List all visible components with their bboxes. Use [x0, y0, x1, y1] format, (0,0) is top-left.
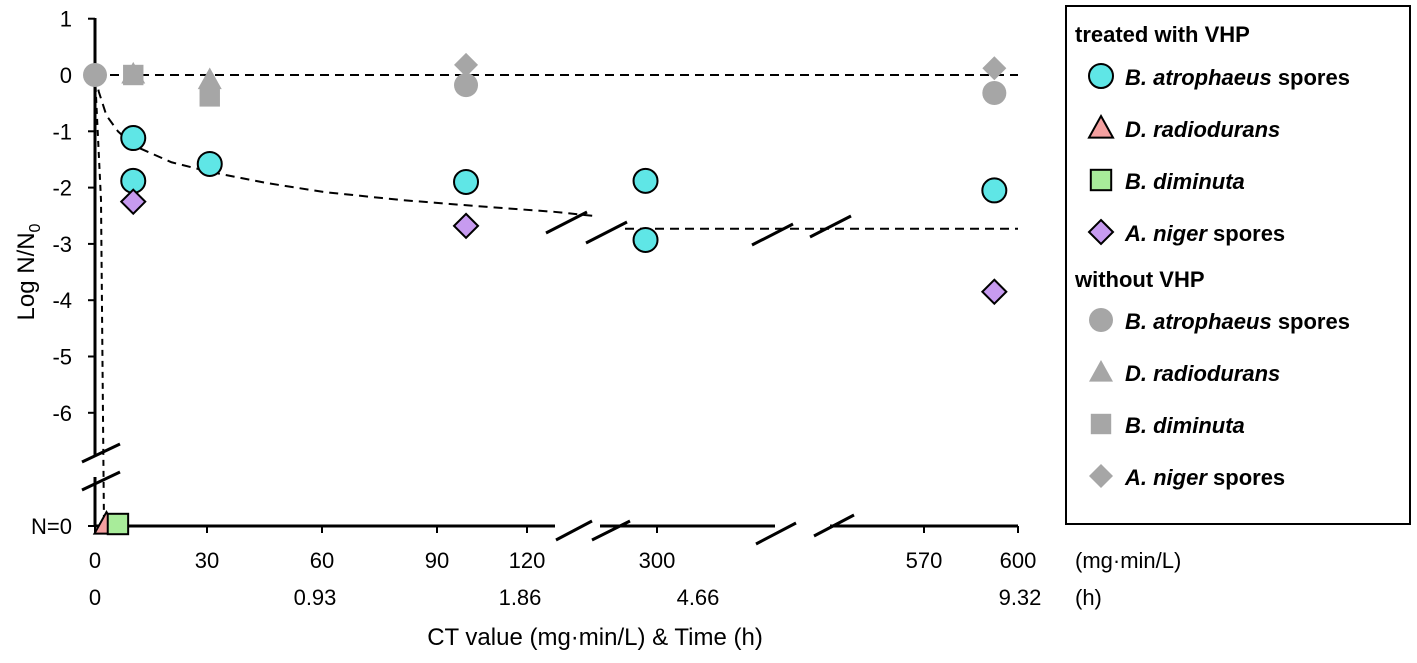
x-axis-break-mark	[591, 519, 631, 542]
data-point-diamond	[980, 278, 1008, 306]
data-point-circle	[632, 226, 659, 253]
y-axis-title-subscript: 0	[27, 223, 44, 232]
y-tick-label: -6	[52, 401, 72, 426]
x-tick-label-ct: 600	[1000, 548, 1037, 573]
x-axis-break-mark	[809, 214, 852, 239]
axes	[93, 18, 1018, 528]
y-axis-break-mark	[81, 470, 121, 492]
x-tick-label-ct: 90	[425, 548, 449, 573]
x-tick-label-time: 1.86	[499, 585, 542, 610]
x-axis-break-mark	[751, 222, 794, 247]
y-tick-label-n0: N=0	[31, 514, 72, 539]
x-axis-title: CT value (mg·min/L) & Time (h)	[427, 624, 763, 651]
legend-label: B. diminuta	[1125, 413, 1245, 438]
legend-marker-diamond	[1089, 464, 1113, 488]
legend-marker-diamond	[1087, 218, 1115, 246]
x-tick-label-time: 0.93	[294, 585, 337, 610]
trend-line-drop	[94, 74, 105, 527]
legend-marker-square	[1089, 168, 1113, 192]
y-axis-title: Log N/N0	[13, 223, 44, 320]
y-axis-title-main: Log N/N	[13, 232, 40, 320]
axis-breaks	[81, 210, 855, 546]
legend-label-species: B. atrophaeus	[1125, 309, 1272, 334]
data-point-diamond	[119, 188, 147, 216]
legend-marker-square	[1090, 413, 1112, 435]
data-point-circle	[196, 150, 223, 177]
data-point-diamond	[982, 56, 1007, 81]
data-point-square	[123, 64, 144, 86]
x-tick-label-ct: 30	[195, 548, 219, 573]
x-tick-label-ct: 300	[639, 548, 676, 573]
x-tick-label-time: 9.32	[999, 585, 1042, 610]
legend-marker-circle	[1088, 63, 1114, 89]
legend-label: B. atrophaeus spores	[1125, 65, 1350, 90]
legend-marker-triangle	[1087, 113, 1115, 139]
data-point-square	[199, 86, 220, 107]
legend-label: B. diminuta	[1125, 169, 1245, 194]
legend-label-species: B. diminuta	[1125, 169, 1245, 194]
trend-lines	[94, 74, 1018, 527]
legend-label-suffix: spores	[1207, 221, 1285, 246]
x-tick-label-ct: 570	[906, 548, 943, 573]
data-point-circle	[982, 81, 1007, 106]
legend-label-species: D. radiodurans	[1125, 361, 1280, 386]
legend-label-species: B. diminuta	[1125, 413, 1245, 438]
legend-label: A. niger spores	[1124, 221, 1285, 246]
legend-box	[1065, 5, 1411, 525]
legend-label: D. radiodurans	[1125, 117, 1280, 142]
x-axis-break-mark	[585, 220, 628, 245]
x-tick-label-time: 0	[89, 585, 101, 610]
data-point-square	[106, 512, 130, 536]
x-tick-label-ct: 0	[89, 548, 101, 573]
legend-group-treated: treated with VHP	[1075, 22, 1250, 47]
legend-label: B. atrophaeus spores	[1125, 309, 1350, 334]
legend-label: D. radiodurans	[1125, 361, 1280, 386]
x-axis-break-mark	[545, 210, 588, 235]
legend-label-species: D. radiodurans	[1125, 117, 1280, 142]
legend-marker-triangle	[1089, 360, 1113, 382]
y-tick-label: -4	[52, 288, 72, 313]
tick-marks	[88, 17, 1019, 533]
legend-label: A. niger spores	[1124, 465, 1285, 490]
x-axis-break-mark	[813, 513, 855, 538]
data-point-diamond	[454, 52, 479, 77]
y-tick-label: -5	[52, 345, 72, 370]
data-point-circle	[981, 177, 1008, 204]
data-points	[83, 52, 1008, 536]
y-tick-label: -1	[52, 119, 72, 144]
legend-label-suffix: spores	[1272, 309, 1350, 334]
data-point-circle	[454, 73, 479, 98]
legend-label-species: B. atrophaeus	[1125, 65, 1272, 90]
data-point-diamond	[452, 212, 480, 240]
data-point-circle	[83, 63, 107, 87]
x-axis-unit-ct: (mg·min/L)	[1075, 548, 1181, 573]
data-point-circle	[632, 167, 659, 194]
legend-label-species: A. niger	[1124, 465, 1208, 490]
legend-label-species: A. niger	[1124, 221, 1208, 246]
legend-group-without: without VHP	[1074, 267, 1205, 292]
tick-labels: 1 0 -1 -2 -3 -4 -5 -6 N=0 0 30 60 90 120 300 570 600 0 0.9…	[31, 7, 1041, 610]
y-tick-label: 0	[60, 63, 72, 88]
y-tick-label: -3	[52, 232, 72, 257]
x-axis-unit-time: (h)	[1075, 585, 1102, 610]
x-tick-label-ct: 120	[509, 548, 546, 573]
legend-entries: B. atrophaeus spores D. radiodurans B. dim…	[1087, 63, 1350, 490]
x-tick-label-ct: 60	[310, 548, 334, 573]
x-tick-label-time: 4.66	[677, 585, 720, 610]
data-point-triangle	[197, 67, 222, 90]
x-axis-break-mark	[755, 521, 797, 546]
legend-marker-circle	[1089, 308, 1113, 332]
trend-line-treated	[94, 74, 1018, 230]
data-point-circle	[453, 168, 480, 195]
x-axis-break-mark	[555, 519, 593, 542]
y-tick-label: 1	[60, 7, 72, 32]
legend-label-suffix: spores	[1207, 465, 1285, 490]
data-point-circle	[120, 125, 147, 152]
y-tick-label: -2	[52, 176, 72, 201]
legend: treated with VHP without VHP B. atrophae…	[1065, 5, 1411, 525]
y-axis-break-mark	[81, 442, 121, 464]
legend-label-suffix: spores	[1272, 65, 1350, 90]
